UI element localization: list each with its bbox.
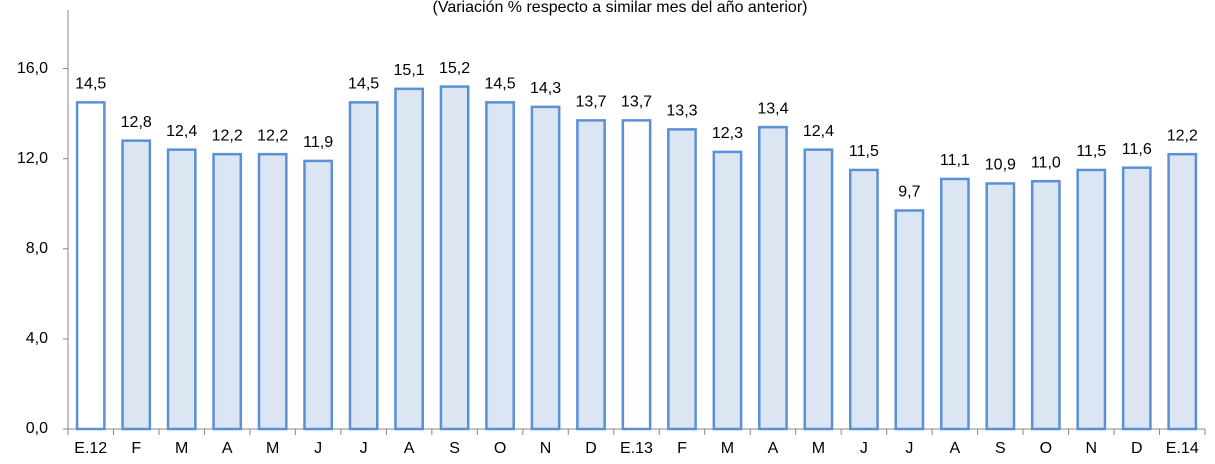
value-label: 11,0: [1031, 154, 1061, 171]
value-label: 13,4: [757, 100, 788, 117]
bar: [212, 152, 243, 431]
bar: [667, 128, 697, 431]
y-tick-label: 0,0: [26, 420, 48, 437]
bar: [1076, 168, 1107, 431]
x-tick-label: D: [1131, 440, 1143, 457]
bar: [485, 101, 515, 431]
value-label: 11,5: [1076, 143, 1106, 160]
x-tick-label: S: [449, 440, 460, 457]
y-tick-label: 12,0: [17, 150, 48, 167]
bar: [803, 148, 834, 431]
x-tick-label: F: [677, 440, 687, 457]
x-tick-label: N: [1086, 440, 1098, 457]
value-label: 11,9: [303, 134, 333, 151]
value-label: 12,2: [212, 127, 243, 144]
y-tick-label: 4,0: [26, 330, 48, 347]
value-label: 12,2: [257, 127, 288, 144]
value-label: 12,4: [803, 123, 834, 140]
value-label: 10,9: [985, 157, 1016, 174]
bar: [1167, 152, 1198, 431]
x-tick-label: J: [314, 440, 322, 457]
x-tick-label: A: [768, 440, 779, 457]
x-tick-label: E.14: [1166, 440, 1199, 457]
bar: [712, 150, 743, 431]
bar: [121, 139, 152, 431]
value-label: 11,6: [1122, 141, 1152, 158]
value-label: 13,3: [666, 103, 697, 120]
x-tick-label: M: [721, 440, 734, 457]
chart-subtitle: (Variación % respecto a similar mes del …: [433, 0, 808, 16]
value-label: 14,3: [530, 80, 561, 97]
x-tick-label: O: [1040, 440, 1052, 457]
value-label: 14,5: [348, 76, 379, 93]
bar: [939, 177, 970, 431]
x-tick-label: A: [222, 440, 233, 457]
x-tick-label: J: [905, 440, 913, 457]
value-label: 12,4: [166, 123, 197, 140]
x-tick-label: E.12: [74, 440, 107, 457]
bar: [576, 119, 606, 431]
x-tick-label: A: [950, 440, 961, 457]
value-label: 14,5: [484, 76, 515, 93]
bar: [530, 105, 561, 431]
bar: [849, 168, 879, 431]
y-tick-label: 16,0: [17, 60, 48, 77]
value-label: 15,1: [394, 62, 425, 79]
x-tick-label: M: [266, 440, 279, 457]
y-tick-label: 8,0: [26, 240, 48, 257]
x-tick-label: O: [494, 440, 506, 457]
bar: [1030, 179, 1061, 431]
value-label: 12,8: [121, 114, 152, 131]
bar: [894, 209, 925, 431]
bar: [439, 85, 470, 431]
value-label: 14,5: [75, 76, 106, 93]
value-label: 11,1: [940, 152, 970, 169]
x-tick-label: M: [175, 440, 188, 457]
bar: [985, 182, 1016, 431]
value-label: 15,2: [439, 60, 470, 77]
bar: [1121, 166, 1152, 431]
bar: [758, 125, 788, 431]
value-label: 13,7: [621, 94, 652, 111]
value-label: 12,3: [712, 125, 743, 142]
x-tick-label: S: [995, 440, 1006, 457]
value-label: 9,7: [898, 184, 920, 201]
bar: [394, 87, 424, 431]
bar: [75, 101, 106, 431]
bar: [166, 148, 197, 431]
bar: [621, 119, 652, 431]
x-tick-label: A: [404, 440, 415, 457]
bar: [257, 152, 288, 431]
x-tick-label: D: [585, 440, 597, 457]
value-label: 11,5: [849, 143, 879, 160]
x-tick-label: M: [812, 440, 825, 457]
x-tick-label: J: [360, 440, 368, 457]
x-tick-label: E.13: [620, 440, 653, 457]
x-tick-label: J: [860, 440, 868, 457]
bar: [303, 159, 334, 431]
bar: [348, 101, 379, 431]
value-label: 13,7: [575, 94, 606, 111]
x-tick-label: N: [540, 440, 552, 457]
value-label: 12,2: [1167, 127, 1198, 144]
x-tick-label: F: [131, 440, 141, 457]
